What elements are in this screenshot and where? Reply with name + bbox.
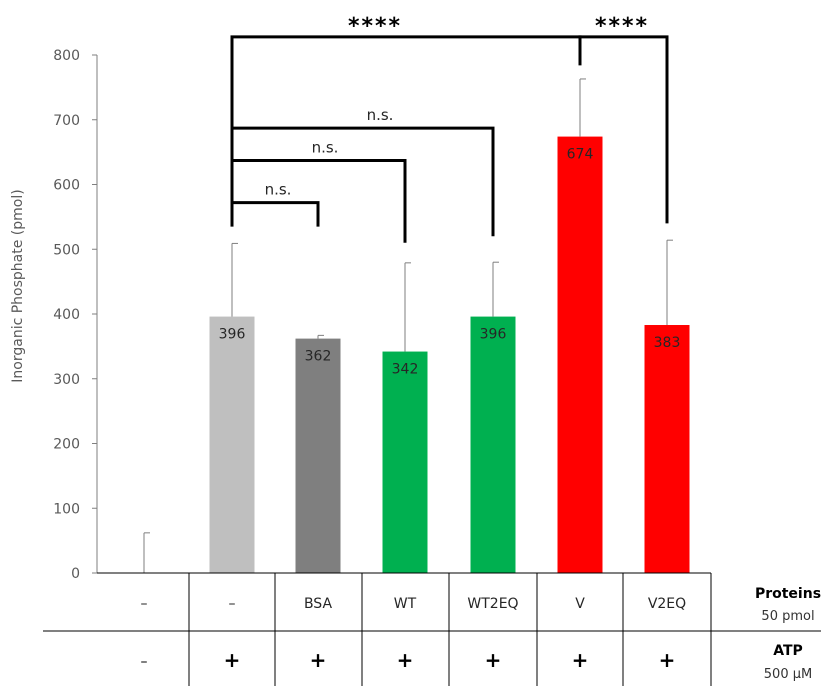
bar [209, 316, 255, 573]
atp-cell: + [397, 648, 414, 672]
bar-value-label: 362 [305, 349, 332, 365]
protein-cell: WT [394, 596, 417, 612]
bars: 396 362 342 396 674 383 [143, 78, 690, 573]
bar [382, 351, 428, 573]
protein-cell: WT2EQ [467, 596, 518, 612]
bar-value-label: 342 [392, 362, 419, 378]
bar [644, 325, 690, 573]
atp-label: ATP [773, 643, 803, 659]
y-tick-label: 700 [53, 113, 80, 129]
protein-cell: – [141, 596, 148, 612]
atp-cell: – [141, 654, 148, 670]
proteins-label: Proteins [755, 586, 821, 602]
y-tick-label: 800 [53, 48, 80, 64]
y-tick-label: 200 [53, 437, 80, 453]
bar [557, 136, 603, 573]
protein-cell: V [575, 596, 585, 612]
atp-cell: + [310, 648, 327, 672]
significance-bracket [578, 35, 669, 224]
y-axis-label: Inorganic Phosphate (pmol) [10, 189, 26, 382]
bar [295, 338, 341, 573]
y-tick-label: 300 [53, 372, 80, 388]
significance-label: n.s. [367, 106, 394, 124]
bar-value-label: 396 [480, 327, 507, 343]
significance-label: **** [348, 14, 402, 39]
atp-cell: + [572, 648, 589, 672]
atp-concentration: 500 μM [764, 667, 812, 682]
atp-cell: + [224, 648, 241, 672]
significance-bracket [230, 201, 320, 227]
y-tick-label: 400 [53, 307, 80, 323]
proteins-amount: 50 pmol [761, 609, 814, 624]
y-tick-label: 0 [71, 566, 80, 582]
bar [470, 316, 516, 573]
atp-cell: + [485, 648, 502, 672]
significance-label: n.s. [265, 181, 292, 199]
protein-cell: V2EQ [648, 596, 686, 612]
y-axis: 0 100 200 300 400 500 600 700 800 [53, 48, 98, 582]
bar-value-label: 383 [654, 335, 681, 351]
y-tick-label: 600 [53, 178, 80, 194]
significance-brackets: n.s. n.s. n.s. **** **** [230, 14, 669, 243]
atp-cell: + [659, 648, 676, 672]
significance-label: **** [595, 14, 649, 39]
y-tick-label: 100 [53, 501, 80, 517]
protein-cell: BSA [304, 596, 333, 612]
y-tick-label: 500 [53, 242, 80, 258]
significance-label: n.s. [312, 139, 339, 157]
bar-value-label: 396 [219, 327, 246, 343]
bar-value-label: 674 [567, 147, 594, 163]
protein-cell: – [229, 596, 236, 612]
condition-table: – – – + BSA + WT + WT2EQ + V + V2EQ + [43, 572, 821, 686]
